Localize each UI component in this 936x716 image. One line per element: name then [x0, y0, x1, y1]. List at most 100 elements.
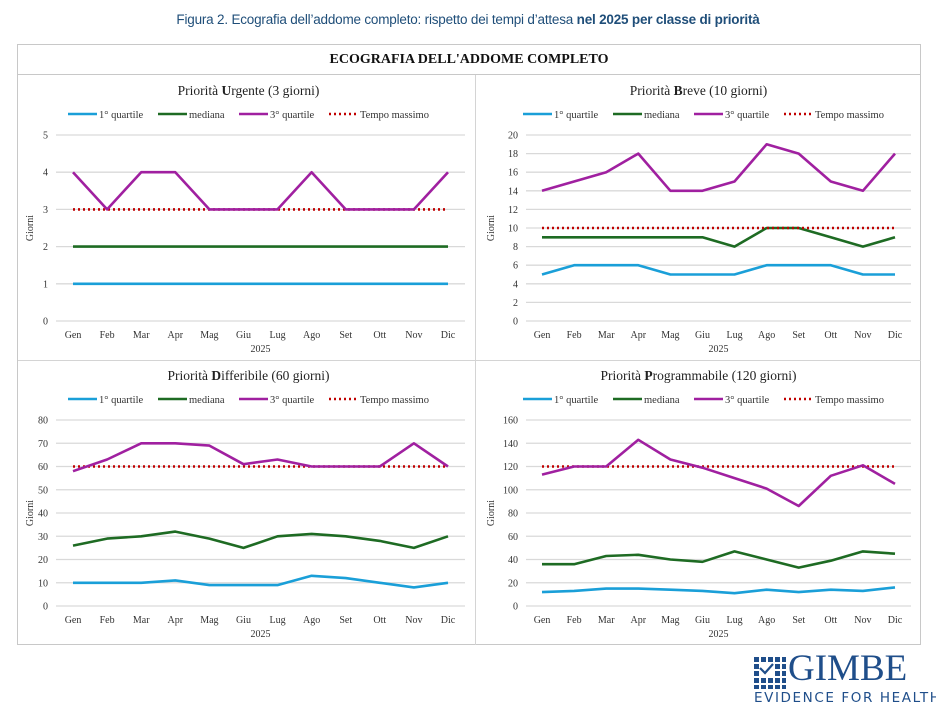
y-tick-label: 10: [38, 578, 48, 589]
legend-label-q1: 1° quartile: [99, 110, 143, 121]
y-tick-label: 1: [43, 279, 48, 290]
x-tick-label: Apr: [168, 615, 184, 626]
y-tick-label: 20: [38, 555, 48, 566]
legend-item-q3: 3° quartile: [239, 110, 314, 121]
series-q3-line: [72, 442, 449, 473]
x-tick-label: Ott: [373, 615, 386, 626]
x-tick-label: Lug: [726, 615, 742, 626]
x-tick-label: Lug: [269, 615, 285, 626]
x-axis-label: 2025: [251, 344, 271, 355]
chart-panel-urgente: Priorità Urgente (3 giorni) 1° quartile me…: [18, 76, 475, 360]
y-tick-label: 120: [503, 462, 518, 473]
x-tick-label: Mag: [200, 330, 218, 341]
legend-item-q1: 1° quartile: [523, 395, 598, 406]
x-tick-label: Mag: [200, 615, 218, 626]
y-tick-label: 40: [38, 509, 48, 520]
frame-header: ECOGRAFIA DELL'ADDOME COMPLETO: [18, 45, 920, 75]
series-q3-line: [541, 438, 896, 508]
legend-item-q1: 1° quartile: [68, 110, 143, 121]
horizontal-divider: [18, 360, 921, 361]
y-tick-label: 60: [508, 532, 518, 543]
y-tick-label: 18: [508, 149, 518, 160]
legend-item-max: Tempo massimo: [784, 110, 884, 121]
x-tick-label: Ago: [758, 615, 775, 626]
logo-tagline: EVIDENCE FOR HEALTH: [754, 690, 936, 706]
y-axis-label: Giorni: [25, 500, 36, 526]
x-tick-label: Mar: [133, 615, 150, 626]
x-tick-label: Feb: [567, 330, 582, 341]
series-q1-line: [541, 263, 895, 276]
y-tick-label: 0: [513, 602, 518, 613]
x-tick-label: Giu: [695, 615, 710, 626]
x-tick-label: Nov: [405, 330, 422, 341]
y-tick-label: 30: [38, 532, 48, 543]
legend-label-q1: 1° quartile: [554, 395, 598, 406]
y-tick-label: 160: [503, 416, 518, 427]
y-tick-label: 20: [508, 578, 518, 589]
y-tick-label: 20: [508, 131, 518, 142]
x-tick-label: Set: [792, 615, 805, 626]
legend-item-q1: 1° quartile: [68, 395, 143, 406]
x-tick-label: Gen: [65, 330, 82, 341]
x-axis-label: 2025: [709, 629, 729, 640]
y-axis-label: Giorni: [25, 215, 36, 241]
y-tick-label: 2: [513, 298, 518, 309]
legend-label-median: mediana: [189, 110, 225, 121]
chart-title: Priorità Differibile (60 giorni): [167, 368, 329, 383]
chart-title: Priorità Programmabile (120 giorni): [600, 368, 796, 383]
x-tick-label: Ago: [303, 615, 320, 626]
x-tick-label: Dic: [441, 330, 456, 341]
x-tick-label: Mar: [598, 330, 615, 341]
y-tick-label: 80: [508, 509, 518, 520]
y-tick-label: 40: [508, 555, 518, 566]
legend-label-median: mediana: [644, 395, 680, 406]
x-tick-label: Apr: [168, 330, 184, 341]
y-tick-label: 5: [43, 131, 48, 142]
legend-label-q1: 1° quartile: [554, 110, 598, 121]
chart-panel-differibile: Priorità Differibile (60 giorni) 1° quart…: [18, 361, 475, 645]
x-tick-label: Dic: [441, 615, 456, 626]
legend-label-q3: 3° quartile: [725, 110, 769, 121]
y-tick-label: 2: [43, 242, 48, 253]
y-tick-label: 0: [43, 602, 48, 613]
y-tick-label: 16: [508, 168, 518, 179]
legend-item-q3: 3° quartile: [694, 110, 769, 121]
legend-item-q1: 1° quartile: [523, 110, 598, 121]
x-tick-label: Giu: [695, 330, 710, 341]
y-tick-label: 4: [43, 168, 48, 179]
x-axis-label: 2025: [709, 344, 729, 355]
x-tick-label: Lug: [269, 330, 285, 341]
legend-item-max: Tempo massimo: [329, 110, 429, 121]
y-tick-label: 3: [43, 205, 48, 216]
legend-item-median: mediana: [613, 110, 680, 121]
x-tick-label: Nov: [405, 615, 422, 626]
legend-item-median: mediana: [613, 395, 680, 406]
chart-breve: Priorità Breve (10 giorni) 1° quartile med…: [486, 83, 911, 355]
series-q1-line: [73, 574, 449, 589]
series-q3-line: [72, 170, 449, 211]
x-tick-label: Set: [339, 615, 352, 626]
legend-item-max: Tempo massimo: [329, 395, 429, 406]
chart-panel-programmabile: Priorità Programmabile (120 giorni) 1° qu…: [476, 361, 921, 645]
y-tick-label: 14: [508, 186, 518, 197]
x-tick-label: Set: [339, 330, 352, 341]
x-tick-label: Apr: [631, 330, 647, 341]
x-axis-label: 2025: [251, 629, 271, 640]
figure-title-bold: nel 2025 per classe di priorità: [576, 12, 760, 27]
legend-label-max: Tempo massimo: [360, 110, 429, 121]
chart-programmabile: Priorità Programmabile (120 giorni) 1° qu…: [486, 368, 911, 640]
y-tick-label: 12: [508, 205, 518, 216]
legend-label-max: Tempo massimo: [815, 395, 884, 406]
x-tick-label: Mar: [133, 330, 150, 341]
legend-item-max: Tempo massimo: [784, 395, 884, 406]
x-tick-label: Ago: [303, 330, 320, 341]
x-tick-label: Set: [792, 330, 805, 341]
x-tick-label: Mar: [598, 615, 615, 626]
x-tick-label: Ago: [758, 330, 775, 341]
y-tick-label: 50: [38, 485, 48, 496]
x-tick-label: Lug: [726, 330, 742, 341]
y-tick-label: 0: [513, 317, 518, 328]
y-tick-label: 6: [513, 261, 518, 272]
x-tick-label: Feb: [100, 330, 115, 341]
y-tick-label: 10: [508, 224, 518, 235]
